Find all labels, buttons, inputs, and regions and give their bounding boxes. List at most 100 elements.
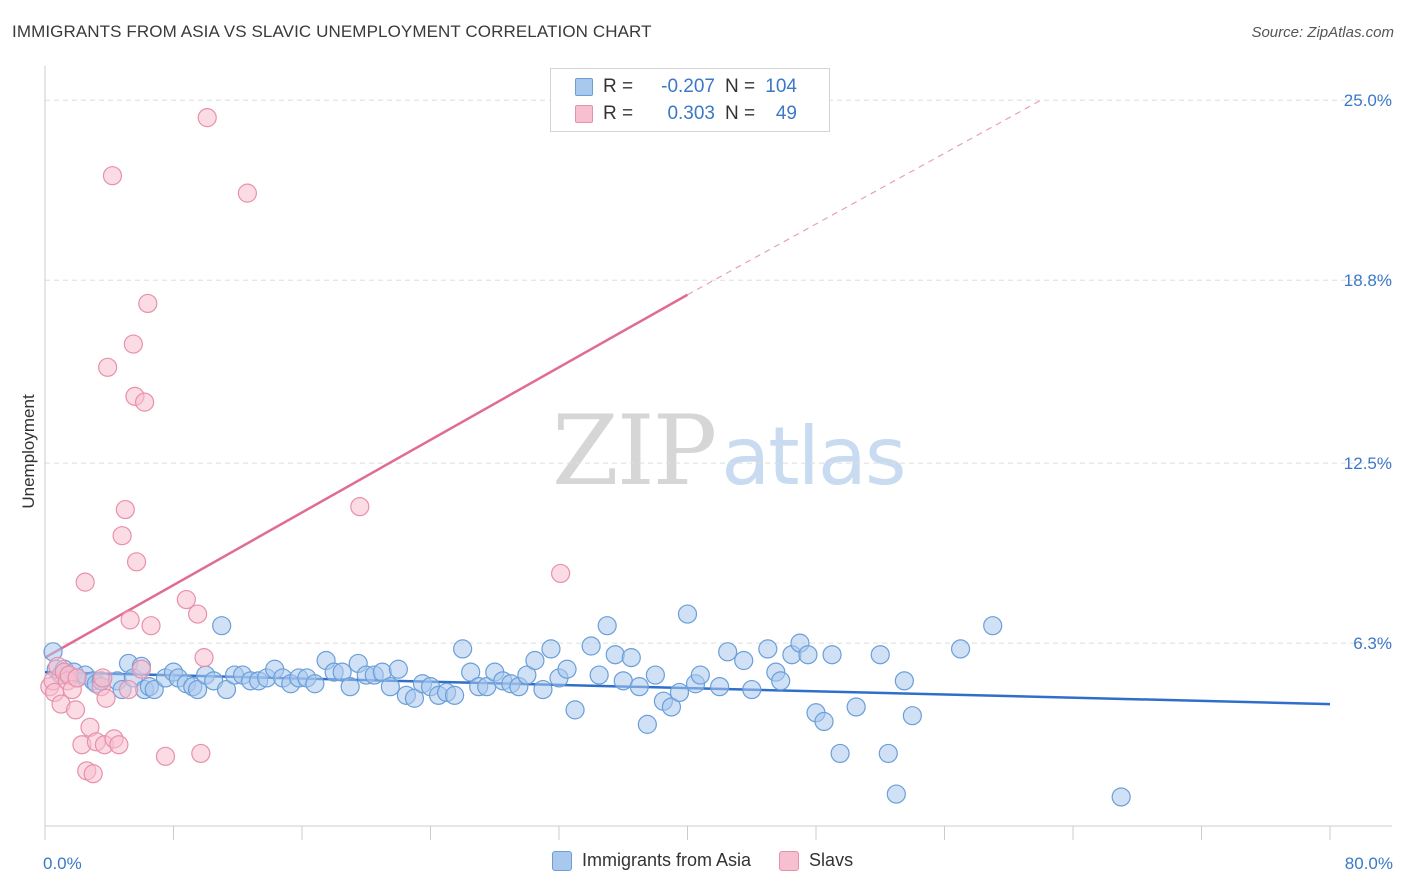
point-slavs <box>83 764 103 784</box>
point-asia <box>525 650 545 671</box>
point-asia <box>886 784 906 804</box>
point-asia <box>621 648 641 668</box>
point-slavs <box>155 746 176 766</box>
axes <box>44 66 1392 840</box>
y-tick-label: 6.3% <box>1353 634 1392 653</box>
r-label: R = <box>603 76 634 97</box>
point-slavs <box>123 334 143 354</box>
point-asia <box>983 616 1003 636</box>
point-slavs <box>176 589 196 610</box>
point-asia <box>734 650 754 671</box>
point-asia <box>814 711 834 732</box>
point-asia <box>453 639 473 659</box>
point-asia <box>1111 787 1131 807</box>
r-value: -0.207 <box>661 76 715 97</box>
point-slavs <box>120 610 140 630</box>
watermark: ZIPatlas <box>552 395 907 507</box>
data-points <box>40 108 1131 807</box>
y-axis-label: Unemployment <box>19 394 38 509</box>
point-slavs <box>115 499 135 520</box>
legend-row-asia: R = -0.207 N = 104 <box>575 74 797 100</box>
point-asia <box>187 679 208 700</box>
n-value: 104 <box>765 76 797 97</box>
legend-row-slavs: R = 0.303 N = 49 <box>575 101 797 127</box>
trend-line-slavs <box>44 293 689 659</box>
r-value: 0.303 <box>667 103 715 124</box>
point-slavs <box>65 700 86 720</box>
point-asia <box>581 636 601 656</box>
legend-item-slavs: Slavs <box>779 850 853 871</box>
legend-item-asia: Immigrants from Asia <box>552 850 751 871</box>
point-slavs <box>67 668 87 688</box>
legend-swatch-asia <box>575 78 593 96</box>
point-asia <box>718 642 738 662</box>
point-slavs <box>194 648 214 668</box>
x-tick-label-max: 80.0% <box>1345 854 1393 873</box>
y-tick-label: 25.0% <box>1344 91 1392 110</box>
point-asia <box>669 682 690 703</box>
point-slavs <box>138 293 158 314</box>
legend-label-slavs: Slavs <box>809 850 854 870</box>
point-asia <box>305 674 325 694</box>
point-asia <box>533 679 553 700</box>
n-value: 49 <box>775 103 797 124</box>
point-asia <box>798 645 818 665</box>
point-slavs <box>141 616 161 636</box>
n-label: N = <box>725 76 756 97</box>
point-slavs <box>134 392 155 412</box>
n-label: N = <box>725 103 756 124</box>
point-asia <box>444 685 465 705</box>
x-tick-label-min: 0.0% <box>43 854 82 873</box>
point-slavs <box>118 679 139 700</box>
point-asia <box>404 688 425 708</box>
point-slavs <box>237 183 257 203</box>
point-asia <box>870 645 890 665</box>
point-asia <box>846 697 866 717</box>
axis-labels: 6.3% 12.5% 18.8% 25.0% 0.0% 80.0% Unemployment <box>19 91 1393 873</box>
point-asia <box>557 659 577 679</box>
point-asia <box>340 677 360 697</box>
point-asia <box>637 714 657 734</box>
point-asia <box>541 639 561 659</box>
point-asia <box>710 677 730 697</box>
point-asia <box>605 645 625 665</box>
point-slavs <box>350 497 370 517</box>
point-asia <box>216 679 237 700</box>
legend-swatch-slavs <box>575 105 593 123</box>
point-slavs <box>126 552 147 572</box>
point-slavs <box>112 526 132 546</box>
point-asia <box>771 671 791 691</box>
stats-legend: R = -0.207 N = 104 R = 0.303 N = 49 <box>550 68 830 132</box>
chart-title: IMMIGRANTS FROM ASIA VS SLAVIC UNEMPLOYM… <box>12 22 652 41</box>
point-asia <box>597 616 617 636</box>
point-asia <box>830 743 850 764</box>
point-slavs <box>109 735 129 755</box>
point-asia <box>645 665 665 685</box>
point-asia <box>565 700 585 720</box>
legend-label-asia: Immigrants from Asia <box>582 850 752 870</box>
y-tick-label: 18.8% <box>1344 271 1392 290</box>
point-asia <box>629 677 649 697</box>
point-slavs <box>93 668 113 688</box>
point-asia <box>212 616 232 636</box>
point-asia <box>461 662 481 682</box>
point-slavs <box>75 572 95 592</box>
point-slavs <box>102 166 123 186</box>
point-asia <box>742 679 762 700</box>
point-slavs <box>187 604 208 624</box>
legend-swatch-asia <box>552 850 572 871</box>
r-label: R = <box>603 103 634 124</box>
point-asia <box>902 706 922 726</box>
point-asia <box>388 659 408 679</box>
trend-extension-slavs <box>687 99 1042 296</box>
point-slavs <box>131 659 151 679</box>
point-asia <box>517 665 537 685</box>
point-slavs <box>551 563 571 584</box>
series-legend: Immigrants from Asia Slavs <box>552 850 881 871</box>
point-asia <box>677 604 698 624</box>
point-asia <box>661 697 682 717</box>
point-asia <box>950 639 971 659</box>
point-asia <box>613 671 633 691</box>
point-slavs <box>197 108 217 128</box>
